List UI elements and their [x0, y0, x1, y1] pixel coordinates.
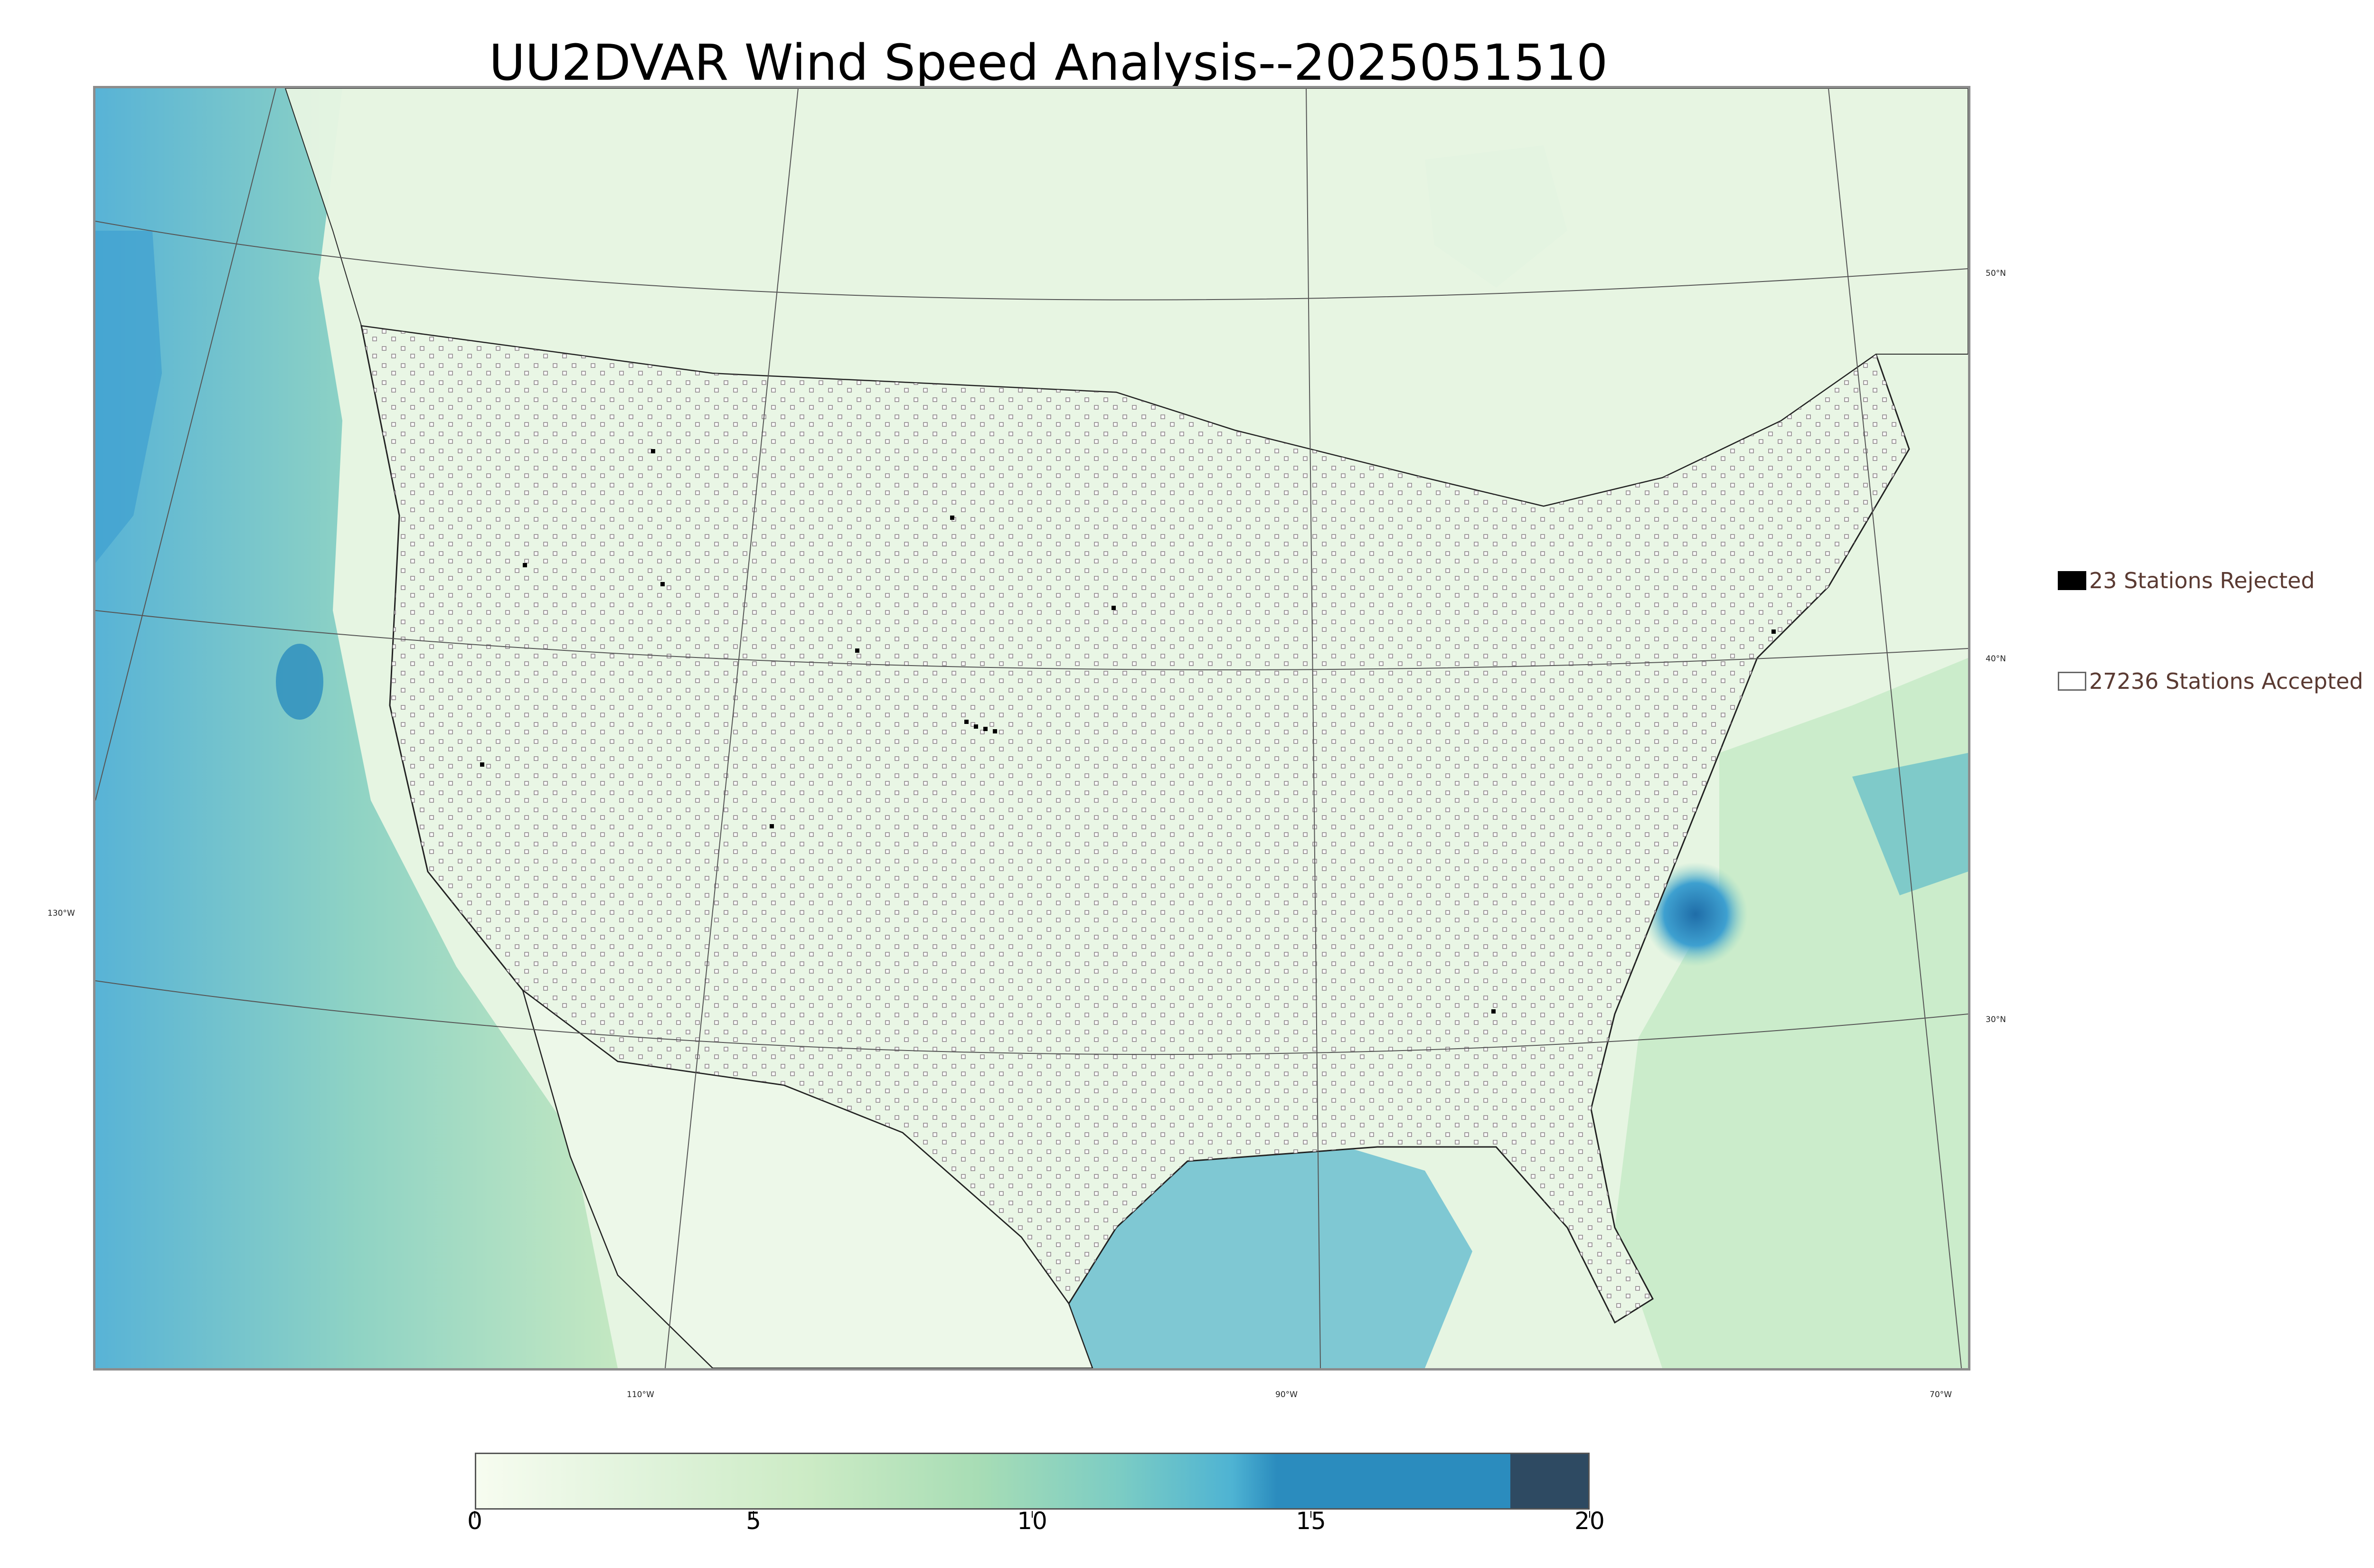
graticule: [95, 88, 1968, 1368]
parallel-30n: [95, 980, 1968, 1055]
pacific-strong-wind: [95, 231, 162, 563]
colorbar-tick-label: 20: [1574, 1507, 1605, 1535]
colorbar-tick: [1032, 1511, 1033, 1518]
atlantic-wind-band: [1852, 753, 1968, 895]
lat-label-30n: 30°N: [1986, 1015, 2006, 1024]
colorbar-tick-label: 0: [467, 1507, 482, 1535]
legend-accepted: 27236 Stations Accepted: [2058, 668, 2363, 694]
gulf-of-mexico: [1069, 1142, 1472, 1368]
lat-label-40n: 40°N: [1986, 654, 2006, 664]
meridian-90w: [1306, 88, 1321, 1368]
wind-speed-colorbar: [475, 1453, 1590, 1510]
pacific-ocean: [95, 88, 618, 1368]
parallel-50n: [95, 221, 1968, 300]
colorbar-tick: [1310, 1511, 1311, 1518]
mexico-landmass: [521, 988, 1093, 1368]
lon-label-90w: 90°W: [1275, 1390, 1298, 1399]
map-canvas: [95, 88, 1968, 1368]
parallel-40n: [95, 610, 1968, 670]
lat-label-50n: 50°N: [1986, 269, 2006, 278]
lon-label-70w: 70°W: [1930, 1390, 1952, 1399]
colorbar-tick-label: 5: [746, 1507, 761, 1535]
legend-accepted-label: 27236 Stations Accepted: [2089, 668, 2364, 694]
legend-rejected: 23 Stations Rejected: [2058, 568, 2315, 593]
rejected-swatch: [2058, 571, 2086, 590]
accepted-swatch: [2058, 672, 2086, 691]
wind-speed-map: [93, 86, 1970, 1371]
canada-landmass: [284, 88, 1968, 507]
pacific-wind-core: [276, 644, 323, 720]
colorbar-tick-label: 15: [1296, 1507, 1326, 1535]
map-title: UU2DVAR Wind Speed Analysis--2025051510: [489, 34, 1608, 92]
legend-rejected-label: 23 Stations Rejected: [2089, 568, 2315, 593]
meridian-110w: [665, 88, 799, 1368]
colorbar-tick-label: 10: [1017, 1507, 1047, 1535]
colorbar-tick: [753, 1511, 754, 1518]
meridian-70w: [1828, 88, 1962, 1368]
accepted-station-markers: [361, 326, 1909, 1323]
colorbar-tick: [474, 1511, 475, 1518]
lon-label-130w: 130°W: [47, 909, 75, 918]
atlantic-hotspot: [1643, 862, 1748, 967]
meridian-130w: [95, 88, 276, 801]
lon-label-110w: 110°W: [627, 1390, 654, 1399]
rejected-station-markers: [480, 449, 1776, 1014]
colorbar-tick: [1589, 1511, 1590, 1518]
